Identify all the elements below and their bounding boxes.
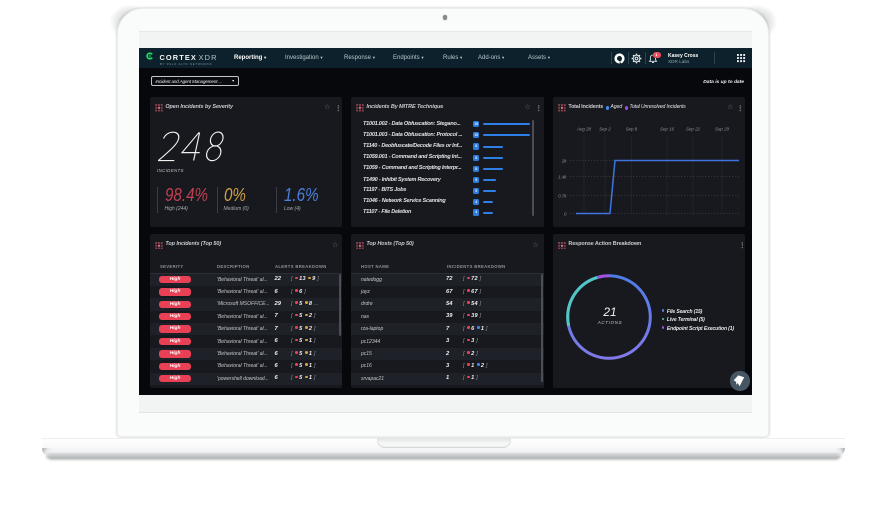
svg-text:1.4k: 1.4k bbox=[558, 174, 567, 179]
svg-text:0: 0 bbox=[564, 211, 567, 216]
svg-text:Sep 22: Sep 22 bbox=[686, 126, 700, 131]
svg-text:0.7k: 0.7k bbox=[558, 193, 567, 198]
svg-text:2k: 2k bbox=[561, 158, 567, 163]
svg-text:Sep 29: Sep 29 bbox=[715, 126, 729, 131]
svg-text:Sep 2: Sep 2 bbox=[599, 126, 611, 131]
svg-text:Sep 8: Sep 8 bbox=[626, 126, 638, 131]
svg-text:Aug 28: Aug 28 bbox=[576, 126, 591, 131]
svg-text:Sep 16: Sep 16 bbox=[660, 126, 674, 131]
